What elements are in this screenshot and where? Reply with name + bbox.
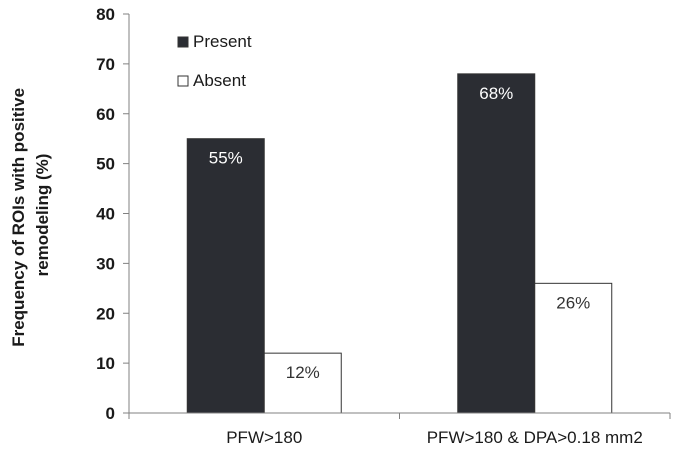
y-axis-title-line-2: remodeling (%)	[33, 154, 52, 277]
bar-absent-2	[534, 282, 613, 414]
data-label: 26%	[556, 293, 590, 312]
y-tick-label: 80	[96, 5, 115, 24]
data-label: 55%	[209, 149, 243, 168]
legend-label-absent: Absent	[193, 71, 246, 90]
y-tick-label: 30	[96, 254, 115, 273]
bar-present-2	[457, 73, 536, 414]
y-tick-label: 20	[96, 304, 115, 323]
y-axis: 0 10 20 30 40 50 60 70 80	[96, 5, 130, 423]
y-tick-label: 40	[96, 205, 115, 224]
y-tick-label: 70	[96, 55, 115, 74]
y-tick-label: 50	[96, 155, 115, 174]
y-tick-label: 60	[96, 105, 115, 124]
legend-swatch-absent	[177, 75, 189, 87]
legend: Present Absent	[177, 32, 252, 90]
x-axis: PFW>180 PFW>180 & DPA>0.18 mm2	[128, 412, 671, 447]
y-tick-label: 10	[96, 354, 115, 373]
data-label: 12%	[286, 363, 320, 382]
bar-present-1	[186, 138, 265, 414]
x-category-label: PFW>180	[226, 428, 302, 447]
legend-swatch-present	[177, 36, 189, 48]
bar-absent-1	[263, 352, 342, 414]
legend-label-present: Present	[193, 32, 252, 51]
x-category-label: PFW>180 & DPA>0.18 mm2	[427, 428, 643, 447]
y-tick-label: 0	[106, 404, 115, 423]
y-axis-title-line-1: Frequency of ROIs with positive	[9, 88, 28, 347]
bars-group: 55% 12% 68% 26%	[186, 73, 613, 414]
data-label: 68%	[479, 84, 513, 103]
y-axis-title: Frequency of ROIs with positive remodeli…	[9, 83, 52, 347]
